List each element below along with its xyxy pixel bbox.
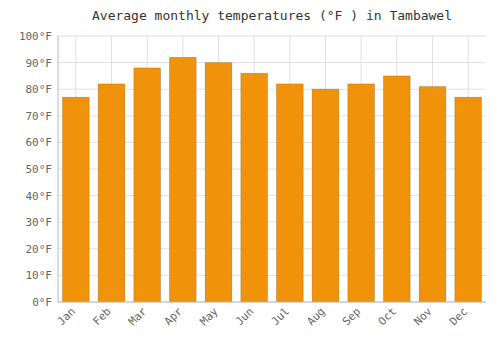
- bar: [241, 73, 268, 302]
- bar: [383, 76, 410, 302]
- bar: [98, 84, 125, 302]
- bar: [312, 89, 339, 302]
- x-tick-label: Oct: [376, 305, 399, 328]
- x-tick-label: Dec: [447, 305, 470, 328]
- bar: [276, 84, 303, 302]
- chart: Average monthly temperatures (°F ) in Ta…: [0, 0, 500, 350]
- y-tick-label: 70°F: [26, 110, 53, 123]
- y-axis-line: [58, 36, 59, 302]
- x-tick-label: Jan: [55, 305, 78, 328]
- grid: [58, 36, 486, 302]
- grid-line: [58, 302, 486, 303]
- bar: [62, 97, 89, 302]
- x-tick-label: May: [197, 305, 221, 329]
- y-tick-label: 10°F: [26, 269, 53, 282]
- bars: [62, 57, 481, 302]
- y-tick-label: 100°F: [19, 30, 52, 43]
- x-tick-label: Nov: [411, 305, 435, 329]
- y-tick-label: 50°F: [26, 163, 53, 176]
- y-tick-label: 80°F: [26, 83, 53, 96]
- x-tick-label: Mar: [126, 305, 150, 329]
- y-tick-label: 0°F: [32, 296, 52, 309]
- x-tick-label: Jul: [269, 305, 292, 328]
- y-tick-label: 60°F: [26, 136, 53, 149]
- bar: [205, 63, 232, 302]
- grid-line: [58, 36, 486, 37]
- x-tick-label: Aug: [304, 305, 327, 328]
- x-tick-label: Apr: [162, 305, 186, 329]
- y-tick-label: 30°F: [26, 216, 53, 229]
- x-tick-label: Jun: [233, 305, 256, 328]
- bar: [169, 57, 196, 302]
- bar: [134, 68, 161, 302]
- y-tick-label: 20°F: [26, 243, 53, 256]
- y-tick-label: 40°F: [26, 190, 53, 203]
- bar: [419, 87, 446, 302]
- bar: [455, 97, 482, 302]
- grid-line: [58, 62, 486, 63]
- y-tick-label: 90°F: [26, 57, 53, 70]
- x-axis-line: [58, 302, 486, 303]
- title: Average monthly temperatures (°F ) in Ta…: [92, 8, 452, 23]
- bar: [348, 84, 375, 302]
- x-tick-label: Sep: [340, 305, 363, 328]
- x-tick-label: Feb: [90, 305, 113, 328]
